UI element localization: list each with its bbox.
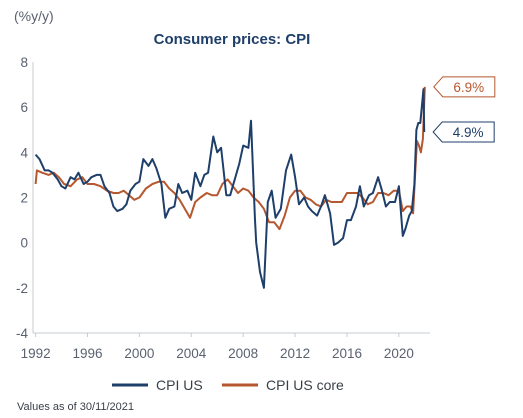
series-line-cpi-us-core [34,86,426,231]
x-tick-labels: 1992 1996 2000 2004 2008 2012 2016 2020 [21,346,414,361]
x-tick-label: 2000 [124,346,154,361]
x-tick-label: 2012 [280,346,310,361]
x-tick-label: 2008 [228,346,258,361]
y-tick-label: 6 [20,100,28,115]
data-as-of-note: Values as of 30/11/2021 [17,401,134,413]
series-line-cpi-us [34,88,426,289]
y-tick-label: 4 [20,145,28,160]
x-tick-marks [35,333,400,337]
legend-label-cpi-us: CPI US [156,377,203,393]
y-tick-label: -2 [16,281,28,296]
x-tick-label: 1996 [72,346,102,361]
y-tick-label: 0 [20,236,28,251]
series-lines [34,86,426,289]
legend: CPI US CPI US core [112,377,344,393]
callout-label-cpi-us: 4.9% [453,125,484,140]
callout-box-cpi-us [432,121,495,143]
callout-label-cpi-us-core: 6.9% [453,80,484,95]
y-unit-label: (%y/y) [14,8,54,24]
y-tick-labels: -4 -2 0 2 4 6 8 [16,55,29,341]
x-tick-label: 2004 [176,346,207,361]
end-value-callouts: 4.9% 6.9% [432,76,496,143]
x-tick-label: 1992 [21,346,51,361]
chart-title: Consumer prices: CPI [154,31,311,48]
x-tick-label: 2016 [332,346,362,361]
callout-box-cpi-us-core [433,76,496,98]
y-tick-label: 8 [20,55,28,70]
y-tick-label: -4 [16,326,28,341]
legend-label-cpi-us-core: CPI US core [266,377,344,393]
x-tick-label: 2020 [384,346,414,361]
y-tick-label: 2 [20,191,28,206]
